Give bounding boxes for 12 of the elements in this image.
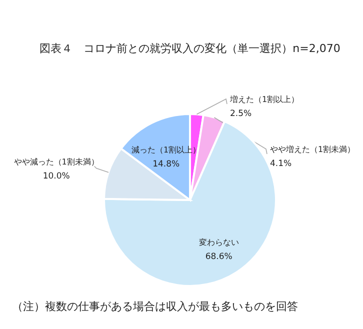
- slice-label: やや増えた（1割未満）: [270, 145, 356, 154]
- slice-label: 変わらない: [198, 238, 239, 247]
- data-label: 14.8%: [152, 159, 180, 170]
- data-label: 4.1%: [270, 159, 292, 169]
- slice-label: やや減った（1割未満）: [14, 157, 99, 166]
- slice-label: 減った（1割以上）: [132, 145, 201, 154]
- data-label: 10.0%: [42, 171, 70, 182]
- text: （注）複数の仕事がある場合は収入が最も多いものを回答: [12, 300, 298, 313]
- data-label: 68.6%: [205, 252, 232, 262]
- chart-title: 図表４ コロナ前との就労収入の変化（単一選択）n=2,070: [40, 42, 340, 55]
- slice-label: 増えた（1割以上）: [229, 95, 300, 104]
- data-label: 2.5%: [230, 109, 252, 119]
